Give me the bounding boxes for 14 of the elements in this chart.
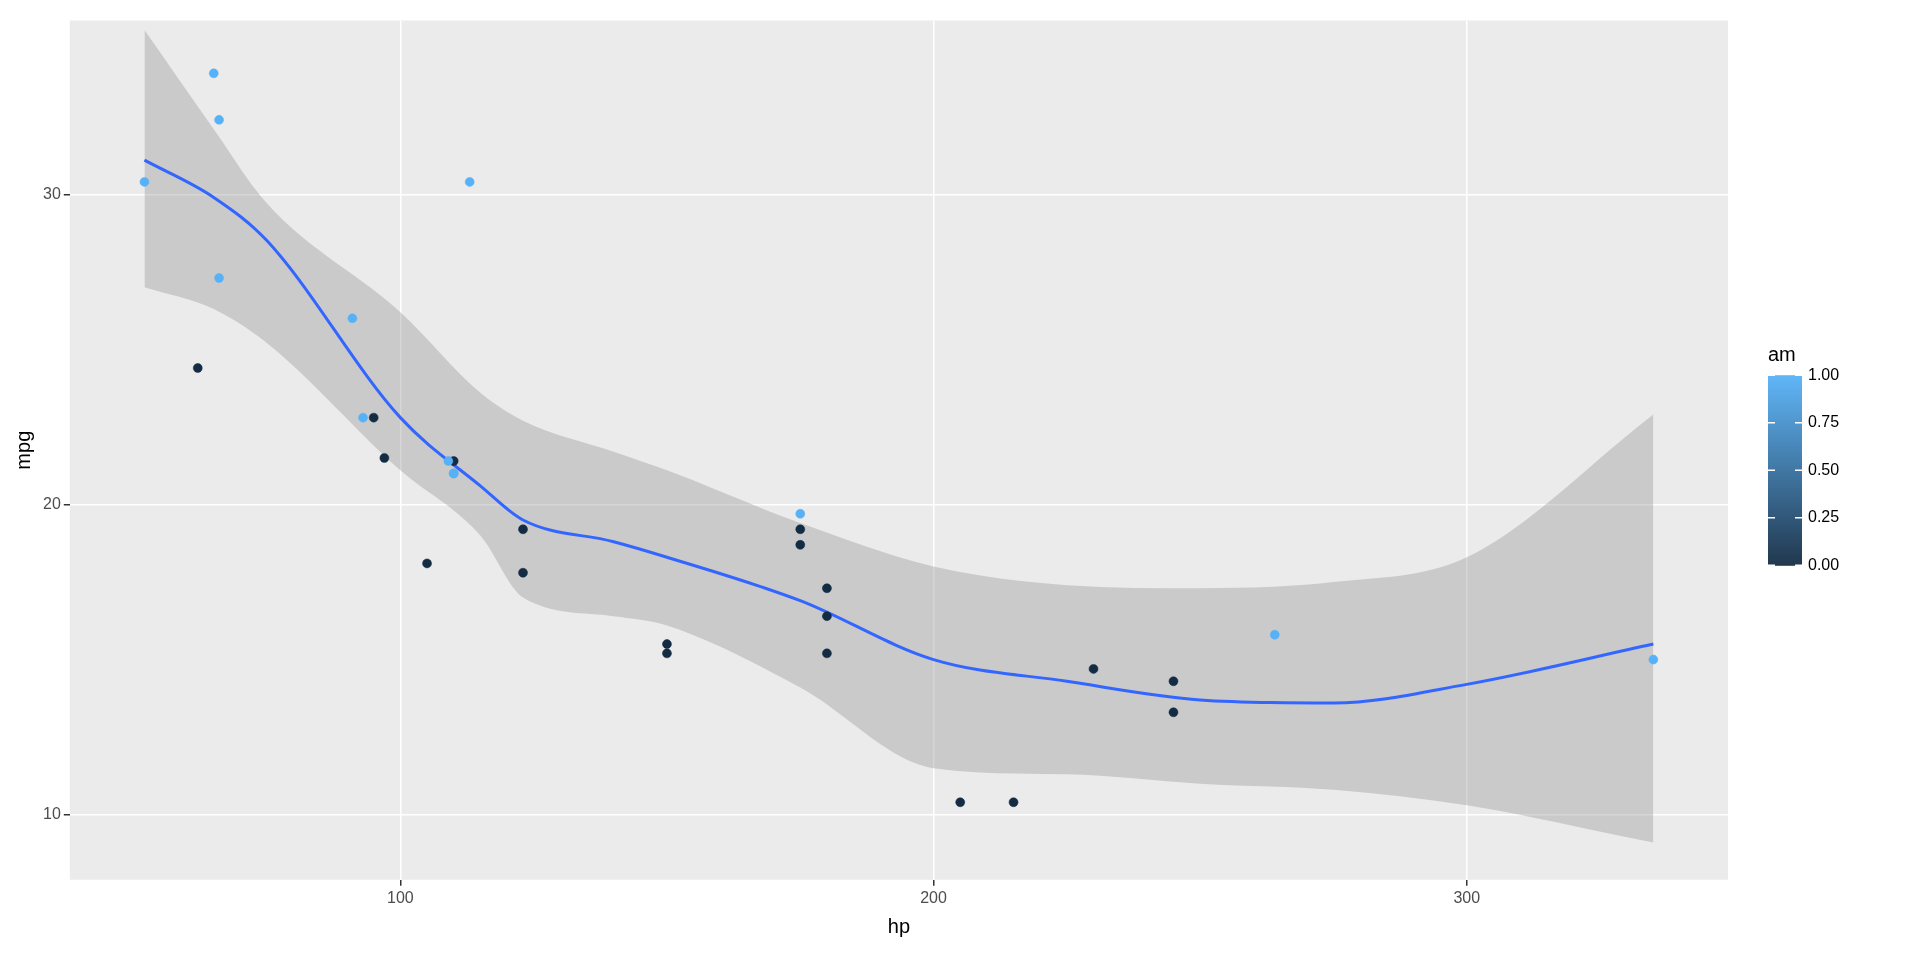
color-bar-title: am bbox=[1768, 342, 1796, 365]
y-tick-label: 20 bbox=[43, 494, 61, 512]
x-tick-label: 200 bbox=[920, 888, 947, 906]
x-tick-label: 300 bbox=[1453, 888, 1481, 906]
x-axis-title: hp bbox=[887, 914, 911, 937]
x-tick-label: 100 bbox=[387, 888, 414, 906]
color-bar-label: 0.00 bbox=[1808, 555, 1840, 573]
color-bar-label: 0.50 bbox=[1808, 460, 1840, 478]
y-axis-title: mpg bbox=[11, 430, 34, 470]
y-tick-label: 30 bbox=[43, 184, 61, 202]
y-tick-label: 10 bbox=[43, 805, 61, 823]
color-bar-label: 0.25 bbox=[1808, 508, 1840, 526]
color-bar-label: 0.75 bbox=[1808, 413, 1840, 431]
color-bar-label: 1.00 bbox=[1808, 365, 1840, 383]
